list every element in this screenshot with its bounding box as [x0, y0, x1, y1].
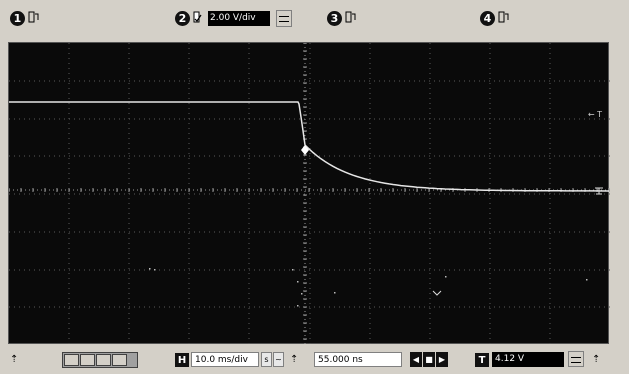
noise-dot — [297, 305, 299, 307]
horizontal-label: H — [175, 353, 189, 367]
delay-nav-arrows[interactable]: ◀ ■ ▶ — [410, 352, 448, 368]
channel-2-trace — [9, 101, 610, 192]
noise-dot — [334, 292, 336, 294]
timebase-field[interactable]: 10.0 ms/div — [191, 352, 259, 367]
trigger-level-field[interactable]: 4.12 V — [492, 352, 564, 367]
ground-marker — [595, 187, 603, 195]
noise-dot — [586, 279, 588, 281]
channel-off-icon — [28, 11, 39, 23]
run-mode-button[interactable] — [64, 354, 79, 366]
bottom-toolbar: ⇡ H 10.0 ms/div s ~ ⇡ 55.000 ns ◀ ■ ▶ T … — [0, 346, 629, 374]
noise-dot — [149, 268, 151, 270]
cursor-chevron — [432, 290, 442, 296]
channel-2-scale-field[interactable]: 2.00 V/div — [208, 10, 270, 26]
trigger-level-spinner[interactable] — [568, 351, 584, 367]
trigger-source-icon: ⇡ — [592, 354, 601, 365]
noise-dots — [149, 268, 588, 307]
noise-dot — [445, 276, 447, 278]
channel-1-badge: 1 — [10, 10, 25, 26]
channel-2-badge: 2 — [175, 10, 190, 26]
channel-off-icon — [498, 11, 509, 23]
channel-4-control[interactable]: 4 — [480, 8, 510, 28]
delay-field[interactable]: 55.000 ns — [314, 352, 402, 367]
channel-off-icon — [345, 11, 356, 23]
delay-left-button[interactable]: ◀ — [410, 352, 422, 367]
delay-right-button[interactable]: ▶ — [436, 352, 448, 367]
timebase-up-button[interactable]: ~ — [273, 352, 284, 367]
trigger-marker-text: T — [597, 110, 602, 119]
noise-dot — [297, 281, 299, 283]
delay-center-button[interactable]: ■ — [423, 352, 435, 367]
auto-mode-button[interactable] — [112, 354, 127, 366]
stop-mode-button[interactable] — [80, 354, 95, 366]
channel-4-badge: 4 — [480, 10, 495, 26]
trigger-point-marker — [301, 145, 309, 155]
waveform-display[interactable]: ← T — [8, 42, 610, 345]
noise-dot — [301, 293, 303, 295]
channel-3-badge: 3 — [327, 10, 342, 26]
channel-1-control[interactable]: 1 — [10, 8, 40, 28]
channel-3-control[interactable]: 3 — [327, 8, 357, 28]
channel-on-icon — [193, 11, 202, 23]
channel-2-control[interactable]: 2 2.00 V/div — [175, 8, 292, 28]
timebase-down-button[interactable]: s — [261, 352, 272, 367]
noise-dot — [154, 269, 156, 271]
noise-dot — [292, 269, 294, 271]
waveform-svg — [9, 43, 610, 345]
delay-reference-icon: ⇡ — [290, 354, 299, 365]
expand-icon[interactable]: ⇡ — [10, 354, 19, 365]
trigger-label: T — [475, 353, 489, 367]
acquisition-mode-buttons[interactable] — [62, 352, 138, 368]
single-mode-button[interactable] — [96, 354, 111, 366]
graticule — [9, 43, 610, 345]
channel-toolbar: 1 2 2.00 V/div 3 4 — [0, 0, 629, 36]
channel-2-scale-spinner[interactable] — [276, 9, 292, 27]
trigger-level-marker: ← T — [587, 110, 602, 119]
